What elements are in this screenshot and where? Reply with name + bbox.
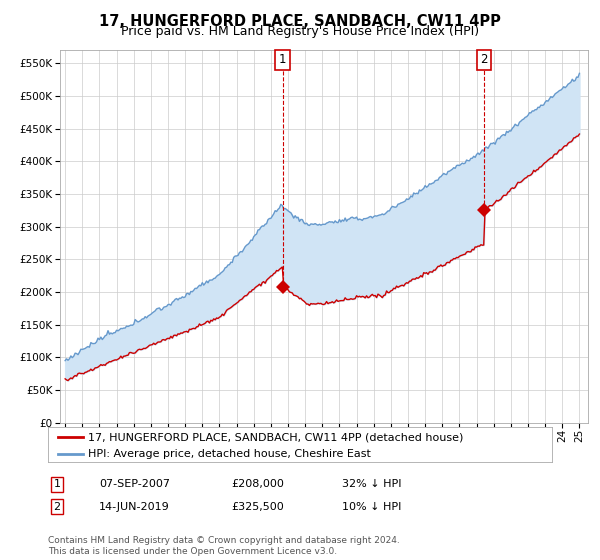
Text: HPI: Average price, detached house, Cheshire East: HPI: Average price, detached house, Ches…	[88, 449, 371, 459]
Text: 17, HUNGERFORD PLACE, SANDBACH, CW11 4PP: 17, HUNGERFORD PLACE, SANDBACH, CW11 4PP	[99, 14, 501, 29]
Text: £208,000: £208,000	[231, 479, 284, 489]
Text: Contains HM Land Registry data © Crown copyright and database right 2024.
This d: Contains HM Land Registry data © Crown c…	[48, 536, 400, 556]
Text: 07-SEP-2007: 07-SEP-2007	[99, 479, 170, 489]
Text: 32% ↓ HPI: 32% ↓ HPI	[342, 479, 401, 489]
Text: £325,500: £325,500	[231, 502, 284, 512]
Text: 10% ↓ HPI: 10% ↓ HPI	[342, 502, 401, 512]
Text: 2: 2	[481, 53, 488, 66]
Text: 2: 2	[53, 502, 61, 512]
Text: Price paid vs. HM Land Registry's House Price Index (HPI): Price paid vs. HM Land Registry's House …	[121, 25, 479, 38]
Text: 1: 1	[279, 53, 286, 66]
Text: 17, HUNGERFORD PLACE, SANDBACH, CW11 4PP (detached house): 17, HUNGERFORD PLACE, SANDBACH, CW11 4PP…	[88, 432, 464, 442]
Text: 1: 1	[53, 479, 61, 489]
Text: 14-JUN-2019: 14-JUN-2019	[99, 502, 170, 512]
